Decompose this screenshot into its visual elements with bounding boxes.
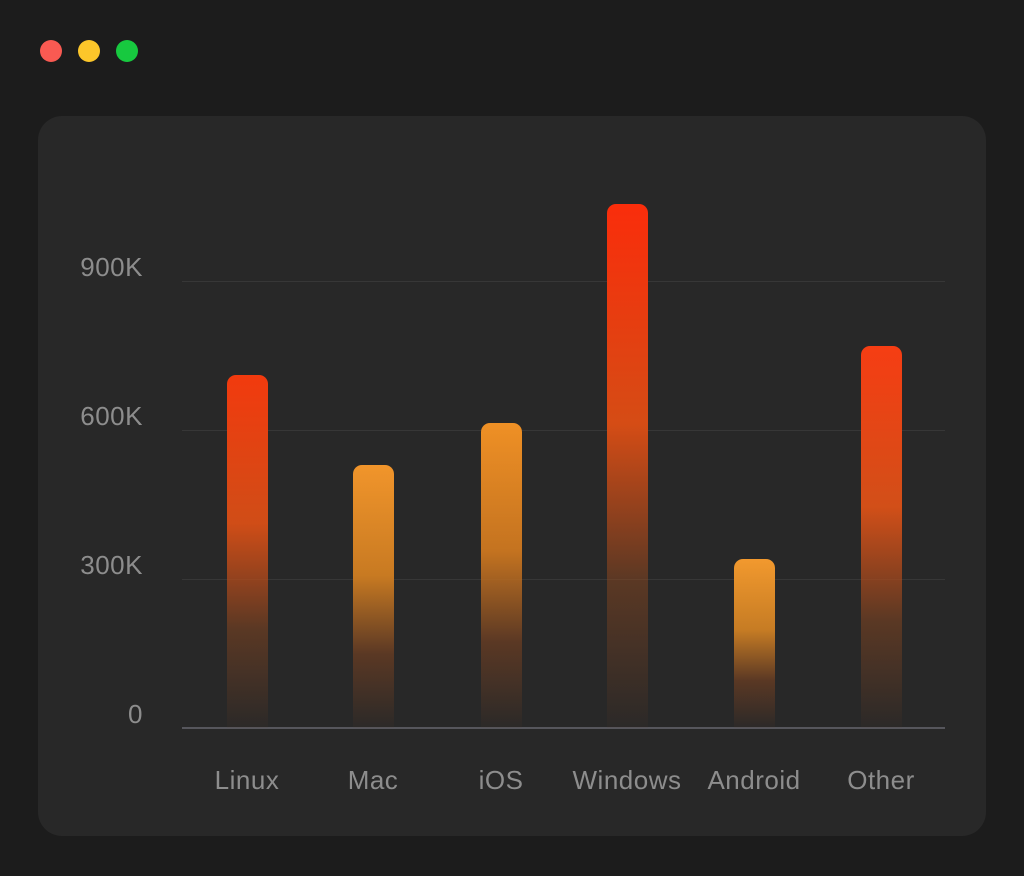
y-axis-tick-0: 0 — [128, 699, 143, 729]
x-axis-label-mac: Mac — [347, 765, 399, 795]
gridline-600k — [182, 430, 945, 431]
gridline-900k — [182, 281, 945, 282]
bar-chart: 900K 600K 300K 0 Linux Mac iOS Windows Android Ot… — [38, 116, 986, 836]
bar-android[interactable] — [734, 559, 775, 728]
maximize-button[interactable] — [116, 40, 138, 62]
bar-linux[interactable] — [227, 375, 268, 728]
gridline-300k — [182, 579, 945, 580]
bar-windows[interactable] — [607, 204, 648, 728]
y-axis-tick-900k: 900K — [80, 252, 143, 282]
close-button[interactable] — [40, 40, 62, 62]
window-titlebar — [40, 40, 154, 62]
x-axis-label-windows: Windows — [572, 765, 682, 795]
chart-card: 900K 600K 300K 0 Linux Mac iOS Windows Android Ot… — [38, 116, 986, 836]
minimize-button[interactable] — [78, 40, 100, 62]
x-axis-label-other: Other — [847, 765, 915, 795]
x-axis-label-linux: Linux — [214, 765, 280, 795]
x-axis-label-android: Android — [707, 765, 801, 795]
x-axis-line — [182, 727, 945, 729]
bar-ios[interactable] — [481, 423, 522, 728]
x-axis-label-ios: iOS — [478, 765, 524, 795]
y-axis-tick-300k: 300K — [80, 550, 143, 580]
bar-mac[interactable] — [353, 465, 394, 728]
bar-other[interactable] — [861, 346, 902, 728]
y-axis-tick-600k: 600K — [80, 401, 143, 431]
